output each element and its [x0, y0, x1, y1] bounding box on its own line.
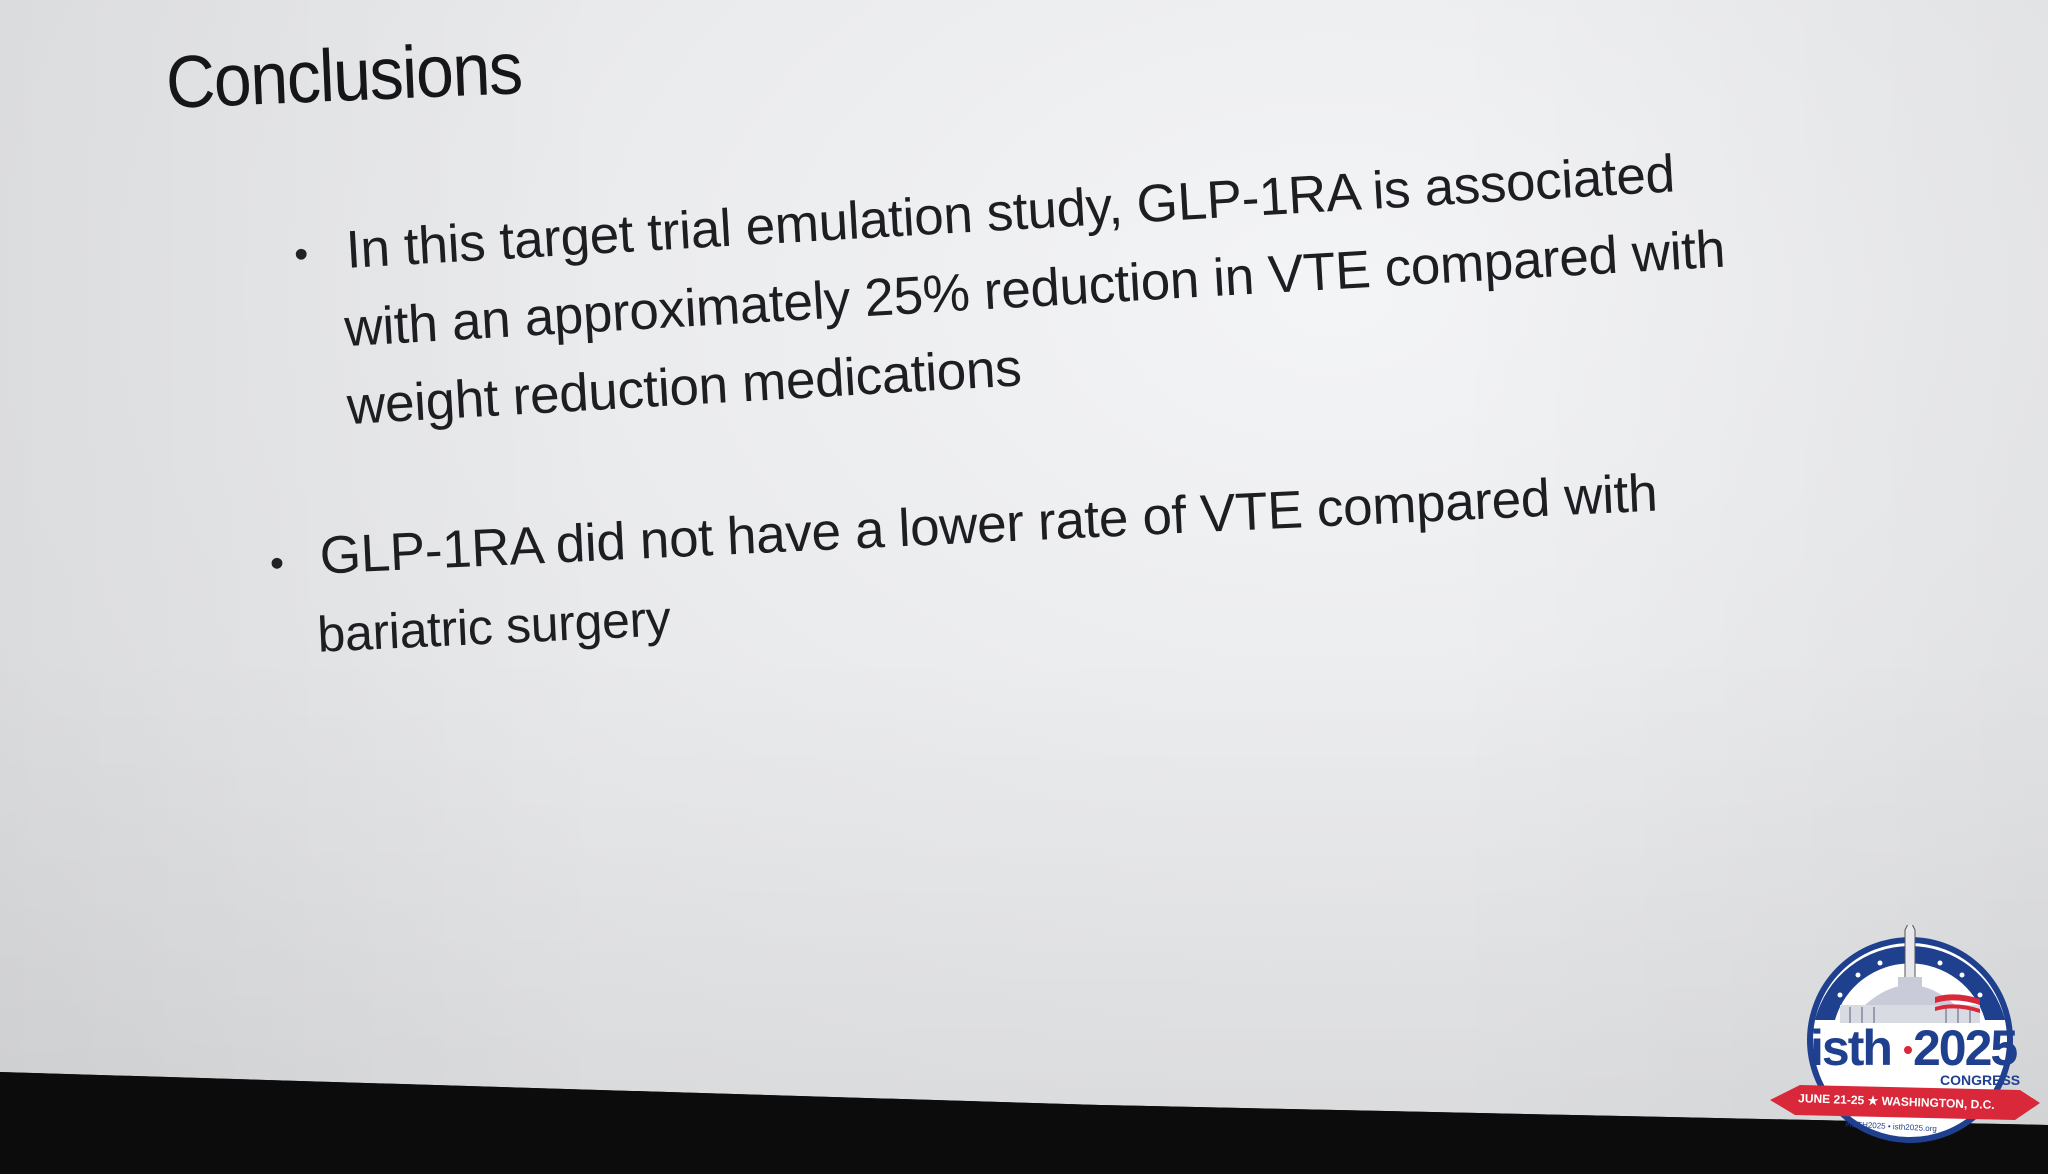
slide-title: Conclusions [164, 26, 524, 124]
flag-stripes [1935, 994, 1980, 1013]
bullet-text-1: In this target trial emulation study, GL… [343, 133, 1732, 446]
logo-wordmark-isth: isth [1810, 1020, 1891, 1076]
logo-dot [1904, 1046, 1912, 1054]
logo-ribbon-text: JUNE 21-25 ★ WASHINGTON, D.C. [1798, 1091, 1995, 1112]
bullet-text-2: GLP-1RA did not have a lower rate of VTE… [316, 455, 1663, 674]
logo-stars [1837, 960, 1983, 998]
capitol-icon [1840, 977, 1980, 1023]
logo-congress: CONGRESS [1940, 1072, 2020, 1088]
logo-ribbon [1770, 1085, 2040, 1120]
bullet-dot: • [293, 232, 310, 277]
isth-2025-congress-logo: isth 2025 CONGRESS JUNE 21-25 ★ WASHINGT… [1770, 925, 2040, 1143]
logo-top-band [1815, 946, 2005, 1020]
logo-year: 2025 [1913, 1020, 2017, 1076]
bullet-dot: • [269, 541, 286, 586]
